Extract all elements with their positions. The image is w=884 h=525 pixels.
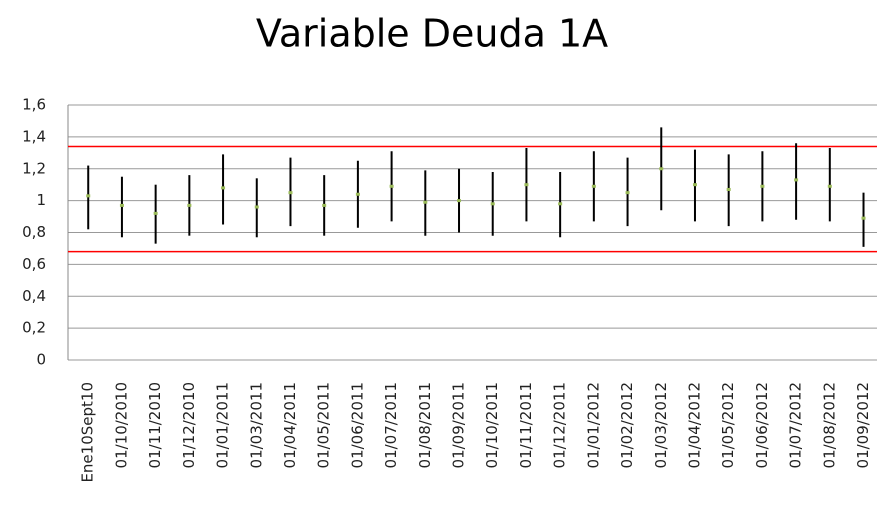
mean-marker bbox=[254, 205, 259, 209]
mean-marker bbox=[659, 167, 664, 171]
x-tick-label: 01/08/2011 bbox=[416, 382, 434, 468]
x-tick-label: 01/06/2011 bbox=[348, 382, 366, 468]
x-tick-label: 01/07/2012 bbox=[787, 382, 805, 468]
x-tick-label: 01/06/2012 bbox=[753, 382, 771, 468]
mean-marker bbox=[153, 211, 158, 215]
mean-marker bbox=[558, 202, 563, 206]
y-tick-label: 0,6 bbox=[22, 255, 46, 273]
mean-marker bbox=[288, 191, 293, 195]
mean-marker bbox=[794, 178, 799, 182]
chart-title: Variable Deuda 1A bbox=[256, 12, 608, 56]
mean-marker bbox=[86, 194, 91, 198]
x-tick-label: 01/10/2010 bbox=[112, 382, 130, 468]
y-tick-label: 0,2 bbox=[22, 319, 46, 337]
x-tick-label: 01/01/2012 bbox=[584, 382, 602, 468]
mean-marker bbox=[187, 203, 192, 207]
y-tick-label: 1 bbox=[36, 191, 46, 209]
y-tick-label: 0 bbox=[36, 351, 46, 369]
y-tick-label: 1,4 bbox=[22, 127, 46, 145]
x-tick-label: 01/09/2011 bbox=[450, 382, 468, 468]
x-tick-label: 01/12/2010 bbox=[180, 382, 198, 468]
x-tick-label: 01/12/2011 bbox=[551, 382, 569, 468]
x-tick-label: 01/05/2011 bbox=[315, 382, 333, 468]
mean-marker bbox=[692, 183, 697, 187]
mean-marker bbox=[760, 184, 765, 188]
x-tick-label: 01/03/2011 bbox=[247, 382, 265, 468]
mean-marker bbox=[591, 184, 596, 188]
x-tick-label: 01/09/2012 bbox=[854, 382, 872, 468]
mean-marker bbox=[726, 187, 731, 191]
x-tick-label: 01/02/2012 bbox=[618, 382, 636, 468]
y-tick-label: 1,2 bbox=[22, 159, 46, 177]
mean-marker bbox=[625, 191, 630, 195]
x-tick-label: 01/05/2012 bbox=[719, 382, 737, 468]
x-tick-label: 01/03/2012 bbox=[652, 382, 670, 468]
x-tick-label: 01/04/2011 bbox=[281, 382, 299, 468]
x-tick-label: Ene10Sept10 bbox=[79, 382, 97, 483]
mean-marker bbox=[490, 202, 495, 206]
mean-marker bbox=[423, 200, 428, 204]
mean-marker bbox=[827, 184, 832, 188]
x-tick-label: 01/01/2011 bbox=[214, 382, 232, 468]
x-tick-label: 01/08/2012 bbox=[820, 382, 838, 468]
x-tick-label: 01/11/2011 bbox=[517, 382, 535, 468]
y-tick-label: 0,8 bbox=[22, 223, 46, 241]
mean-marker bbox=[322, 203, 327, 207]
mean-marker bbox=[457, 199, 462, 203]
mean-marker bbox=[119, 203, 124, 207]
mean-marker bbox=[861, 216, 866, 220]
x-tick-label: 01/04/2012 bbox=[685, 382, 703, 468]
mean-marker bbox=[355, 192, 360, 196]
y-tick-label: 0,4 bbox=[22, 287, 46, 305]
mean-marker bbox=[389, 184, 394, 188]
x-tick-label: 01/11/2010 bbox=[146, 382, 164, 468]
y-tick-label: 1,6 bbox=[22, 96, 46, 114]
x-tick-label: 01/07/2011 bbox=[382, 382, 400, 468]
mean-marker bbox=[524, 183, 529, 187]
mean-marker bbox=[221, 186, 226, 190]
x-tick-label: 01/10/2011 bbox=[483, 382, 501, 468]
